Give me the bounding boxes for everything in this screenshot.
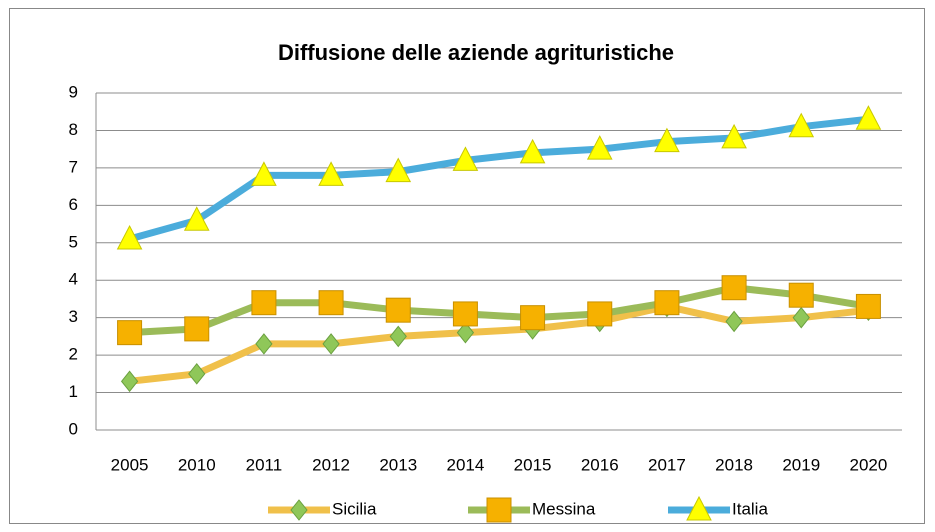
x-tick-label: 2010 (178, 455, 216, 474)
legend-marker (290, 499, 308, 521)
x-tick-label: 2005 (111, 455, 149, 474)
data-point (855, 105, 882, 130)
data-point (788, 282, 814, 308)
data-point (188, 363, 206, 385)
data-point (721, 123, 747, 149)
data-point (183, 206, 210, 231)
data-point (456, 321, 475, 344)
data-point (322, 333, 340, 355)
chart-title: Diffusione delle aziende agrituristiche (278, 40, 674, 65)
legend-label: Italia (732, 499, 768, 518)
y-tick-label: 0 (69, 419, 78, 438)
x-tick-label: 2014 (447, 455, 485, 474)
data-point (318, 290, 344, 316)
data-point (855, 293, 881, 319)
y-tick-label: 7 (69, 157, 78, 176)
x-tick-label: 2017 (648, 455, 686, 474)
data-point (519, 138, 546, 164)
series-line (129, 302, 869, 385)
data-point (452, 146, 479, 171)
y-tick-label: 2 (69, 345, 78, 364)
legend-label: Messina (532, 499, 596, 518)
y-tick-label: 8 (69, 120, 78, 139)
x-tick-label: 2013 (379, 455, 417, 474)
data-point (251, 161, 277, 186)
x-tick-label: 2018 (715, 455, 753, 474)
data-point (792, 306, 810, 329)
data-point (654, 127, 680, 153)
data-point (788, 112, 815, 138)
data-point (120, 370, 139, 393)
y-tick-label: 1 (69, 382, 78, 401)
x-tick-label: 2015 (514, 455, 552, 474)
data-point (318, 161, 344, 186)
x-tick-label: 2011 (246, 455, 283, 474)
data-point (184, 316, 210, 342)
y-tick-label: 4 (69, 270, 78, 289)
legend-marker (686, 495, 712, 521)
data-point (255, 333, 273, 355)
data-point (385, 297, 411, 323)
y-tick-label: 5 (69, 232, 78, 251)
data-point (721, 275, 747, 301)
legend-marker (486, 497, 512, 523)
x-tick-label: 2016 (581, 455, 619, 474)
data-point (251, 290, 277, 316)
x-tick-label: 2020 (850, 455, 888, 474)
y-tick-label: 9 (69, 82, 78, 101)
data-point (116, 224, 143, 250)
data-point (654, 290, 680, 316)
y-tick-label: 6 (69, 195, 78, 214)
x-tick-label: 2012 (312, 455, 350, 474)
data-point (452, 301, 478, 327)
data-point (587, 301, 613, 327)
data-point (385, 157, 412, 183)
y-tick-label: 3 (69, 307, 78, 326)
data-point (725, 310, 743, 333)
data-point (586, 135, 613, 160)
x-tick-label: 2019 (782, 455, 820, 474)
legend-label: Sicilia (332, 499, 377, 518)
chart-frame (9, 8, 925, 524)
data-point (117, 320, 143, 346)
data-point (389, 325, 407, 348)
data-point (520, 305, 546, 331)
